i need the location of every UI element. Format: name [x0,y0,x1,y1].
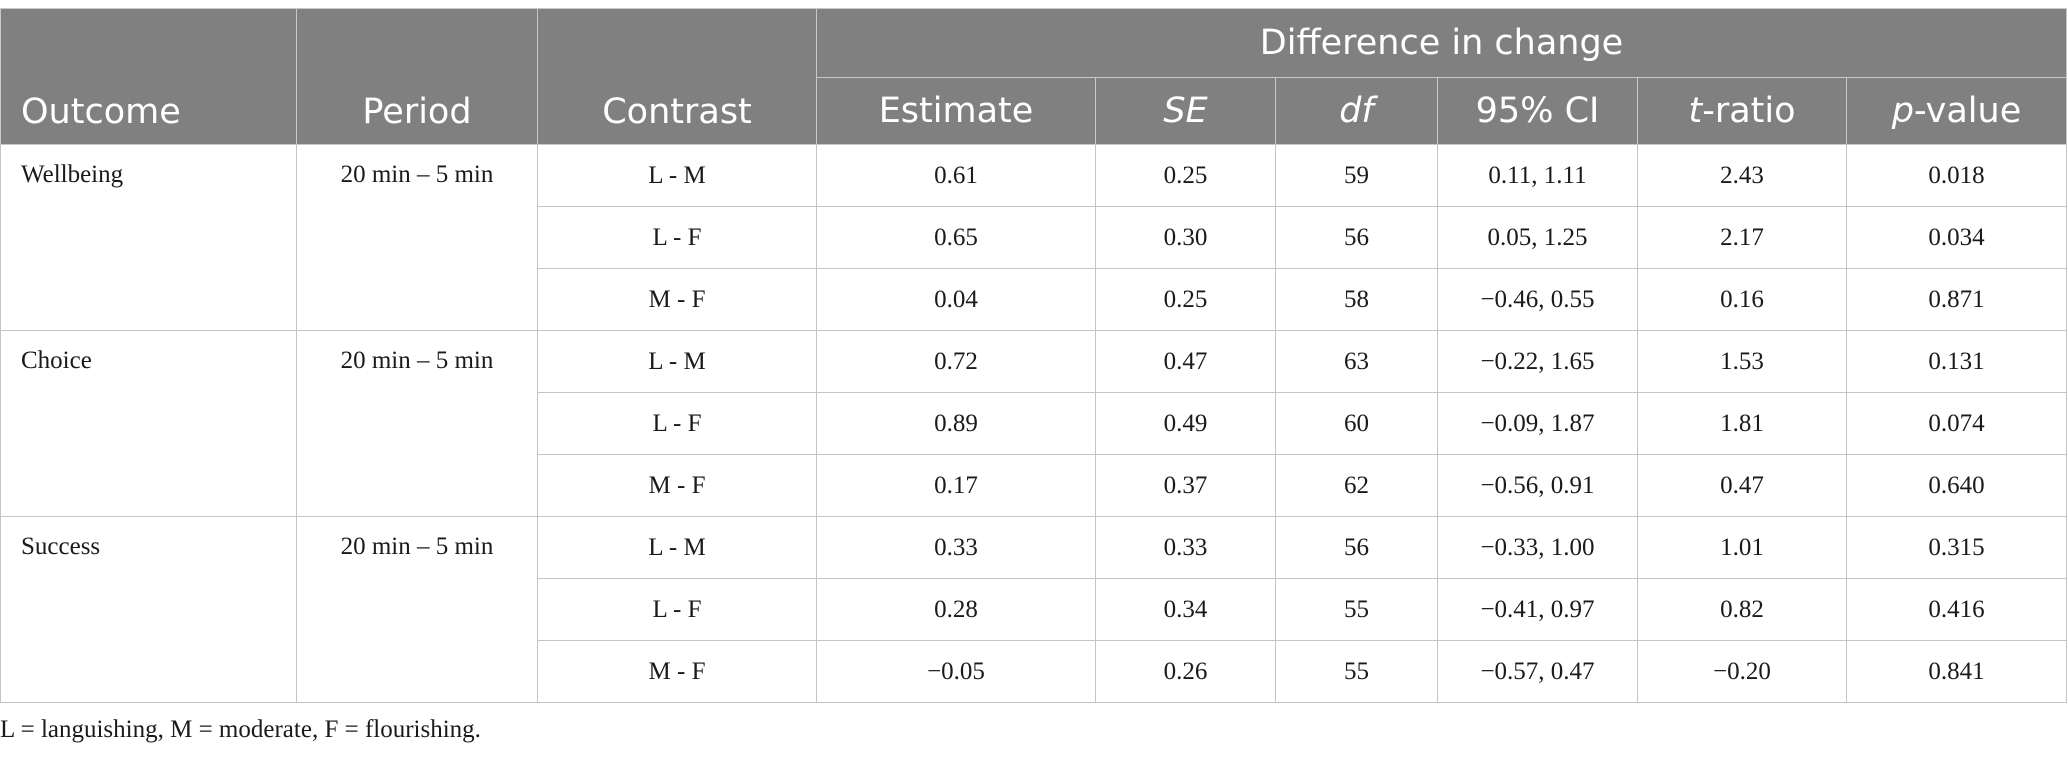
header-t-ratio: t-ratio [1637,77,1847,145]
df-cell: 58 [1275,268,1438,331]
header-row-group: Outcome Period Contrast Difference in ch… [0,8,2067,145]
p-value-cell: 0.018 [1846,144,2067,207]
estimate-cell: 0.61 [816,144,1096,207]
estimate-cell: 0.04 [816,268,1096,331]
t-ratio-cell: 1.01 [1637,516,1847,579]
contrast-cell: L - M [537,516,817,579]
ci-cell: −0.57, 0.47 [1437,640,1638,703]
contrast-cell: L - F [537,392,817,455]
header-se: SE [1095,77,1276,145]
results-table: Outcome Period Contrast Difference in ch… [0,8,2067,703]
se-cell: 0.37 [1095,454,1276,517]
header-ci: 95% CI [1437,77,1638,145]
estimate-cell: 0.17 [816,454,1096,517]
contrast-cell: M - F [537,454,817,517]
t-ratio-cell: 1.81 [1637,392,1847,455]
se-cell: 0.25 [1095,268,1276,331]
p-value-cell: 0.841 [1846,640,2067,703]
table-row: L - F 0.28 0.34 55 −0.41, 0.97 0.82 0.41… [1,578,2067,641]
p-value-cell: 0.034 [1846,206,2067,269]
df-cell: 55 [1275,640,1438,703]
t-ratio-cell: 2.43 [1637,144,1847,207]
df-cell: 59 [1275,144,1438,207]
p-value-cell: 0.131 [1846,330,2067,393]
df-cell: 60 [1275,392,1438,455]
df-cell: 55 [1275,578,1438,641]
outcome-cell: Success [0,516,297,703]
table-row: M - F 0.04 0.25 58 −0.46, 0.55 0.16 0.87… [1,268,2067,331]
t-ratio-cell: 0.16 [1637,268,1847,331]
table-row: M - F 0.17 0.37 62 −0.56, 0.91 0.47 0.64… [1,454,2067,517]
header-t-suffix: -ratio [1702,91,1796,131]
header-df: df [1275,77,1438,145]
header-period: Period [296,8,538,145]
estimate-cell: −0.05 [816,640,1096,703]
t-ratio-cell: 1.53 [1637,330,1847,393]
table-footnote: L = languishing, M = moderate, F = flour… [0,716,481,743]
header-row-columns: Estimate SE df 95% CI t-ratio p-value [1,77,2067,145]
table-header: Outcome Period Contrast Difference in ch… [0,8,2067,145]
t-ratio-cell: −0.20 [1637,640,1847,703]
p-value-cell: 0.416 [1846,578,2067,641]
table-body: Wellbeing 20 min – 5 min L - M 0.61 0.25… [0,144,2067,703]
t-ratio-cell: 0.82 [1637,578,1847,641]
header-t-symbol: t [1688,91,1703,131]
table-row: Wellbeing 20 min – 5 min L - M 0.61 0.25… [0,144,2067,331]
contrast-cell: L - M [537,330,817,393]
header-contrast: Contrast [537,8,817,145]
outcome-cell: Choice [0,330,297,517]
header-p-symbol: p [1891,91,1914,131]
ci-cell: −0.41, 0.97 [1437,578,1638,641]
df-cell: 56 [1275,516,1438,579]
header-difference-in-change: Difference in change [816,8,2067,78]
estimate-cell: 0.72 [816,330,1096,393]
se-cell: 0.47 [1095,330,1276,393]
ci-cell: −0.22, 1.65 [1437,330,1638,393]
p-value-cell: 0.640 [1846,454,2067,517]
t-ratio-cell: 2.17 [1637,206,1847,269]
contrast-cell: L - M [537,144,817,207]
se-cell: 0.26 [1095,640,1276,703]
contrast-cell: L - F [537,578,817,641]
p-value-cell: 0.871 [1846,268,2067,331]
ci-cell: 0.05, 1.25 [1437,206,1638,269]
table-row: Success 20 min – 5 min L - M 0.33 0.33 5… [0,516,2067,703]
contrast-cell: M - F [537,640,817,703]
table-row: Choice 20 min – 5 min L - M 0.72 0.47 63… [0,330,2067,517]
ci-cell: −0.46, 0.55 [1437,268,1638,331]
ci-cell: −0.33, 1.00 [1437,516,1638,579]
df-cell: 56 [1275,206,1438,269]
estimate-cell: 0.65 [816,206,1096,269]
se-cell: 0.49 [1095,392,1276,455]
ci-cell: −0.56, 0.91 [1437,454,1638,517]
ci-cell: −0.09, 1.87 [1437,392,1638,455]
header-p-value: p-value [1846,77,2067,145]
estimate-cell: 0.28 [816,578,1096,641]
contrast-cell: M - F [537,268,817,331]
se-cell: 0.25 [1095,144,1276,207]
period-cell: 20 min – 5 min [296,144,538,331]
header-estimate: Estimate [816,77,1096,145]
se-cell: 0.33 [1095,516,1276,579]
df-cell: 62 [1275,454,1438,517]
p-value-cell: 0.315 [1846,516,2067,579]
period-cell: 20 min – 5 min [296,330,538,517]
header-outcome: Outcome [0,8,297,145]
table-row: M - F −0.05 0.26 55 −0.57, 0.47 −0.20 0.… [1,640,2067,703]
estimate-cell: 0.89 [816,392,1096,455]
outcome-cell: Wellbeing [0,144,297,331]
table-row: L - F 0.65 0.30 56 0.05, 1.25 2.17 0.034 [1,206,2067,269]
t-ratio-cell: 0.47 [1637,454,1847,517]
table-row: L - F 0.89 0.49 60 −0.09, 1.87 1.81 0.07… [1,392,2067,455]
ci-cell: 0.11, 1.11 [1437,144,1638,207]
df-cell: 63 [1275,330,1438,393]
period-cell: 20 min – 5 min [296,516,538,703]
se-cell: 0.34 [1095,578,1276,641]
p-value-cell: 0.074 [1846,392,2067,455]
se-cell: 0.30 [1095,206,1276,269]
header-p-suffix: -value [1913,91,2022,131]
contrast-cell: L - F [537,206,817,269]
estimate-cell: 0.33 [816,516,1096,579]
